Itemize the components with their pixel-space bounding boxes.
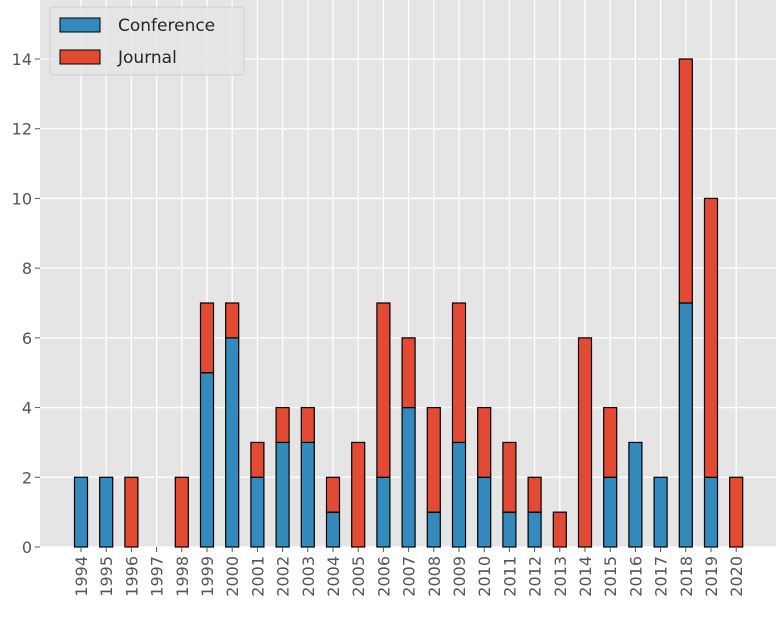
x-tick-label: 1995	[97, 556, 116, 597]
y-tick-label: 0	[22, 538, 32, 557]
bar-conference-2017	[653, 476, 668, 548]
y-tick-label: 10	[12, 189, 32, 208]
x-tick-label: 2013	[551, 556, 570, 597]
bar-conference-2008	[426, 511, 441, 548]
x-tick-label: 2007	[400, 556, 419, 597]
y-tick-label: 2	[22, 468, 32, 487]
bar-conference-2000	[225, 337, 240, 548]
y-tick-label: 8	[22, 259, 32, 278]
bar-journal-2006	[376, 302, 391, 478]
bar-conference-1995	[99, 476, 114, 548]
bars	[73, 58, 744, 548]
bar-journal-2019	[703, 197, 719, 478]
x-tick-label: 2009	[450, 556, 469, 597]
x-tick-label: 1997	[148, 556, 167, 597]
x-tick-label: 2015	[601, 556, 620, 597]
x-tick-label: 2006	[374, 556, 393, 597]
x-tick-label: 1996	[122, 556, 141, 597]
bar-journal-2014	[577, 337, 593, 548]
bar-conference-1999	[199, 372, 215, 548]
bar-conference-2012	[527, 511, 542, 548]
x-tick-label: 2003	[299, 556, 318, 597]
bar-journal-1999	[199, 302, 215, 374]
x-tick-label: 2001	[248, 556, 267, 597]
bar-conference-2010	[477, 476, 492, 548]
bar-journal-2013	[552, 511, 567, 548]
bar-journal-2018	[678, 58, 693, 304]
bar-conference-2011	[502, 511, 517, 548]
legend-swatch-conference	[59, 17, 101, 33]
axes: 0 2 4 6 8 10 12 14 1994 1995 1996 1997 1998 1999 2000 2…	[12, 50, 747, 597]
bar-conference-1994	[73, 476, 89, 548]
bar-conference-2001	[250, 476, 265, 548]
bar-journal-2011	[502, 441, 517, 513]
x-tick-label: 2020	[727, 556, 746, 597]
bar-journal-2004	[325, 476, 341, 513]
bar-conference-2009	[451, 441, 467, 548]
x-tick-label: 2002	[274, 556, 293, 597]
x-tick-label: 2018	[677, 556, 696, 597]
x-tick-label: 1999	[198, 556, 217, 597]
x-tick-label: 2012	[526, 556, 545, 597]
bar-conference-2015	[603, 476, 618, 548]
bar-journal-2001	[250, 441, 265, 478]
x-tick-label: 2019	[702, 556, 721, 597]
bar-conference-2018	[678, 302, 693, 548]
x-tick-label: 2011	[500, 556, 519, 597]
y-tick-label: 4	[22, 399, 32, 418]
x-tick-label: 2008	[425, 556, 444, 597]
bar-journal-1998	[174, 476, 189, 548]
bar-journal-2012	[527, 476, 542, 513]
bar-journal-2009	[451, 302, 467, 444]
bar-journal-2000	[225, 302, 240, 339]
bar-journal-2015	[603, 406, 618, 478]
bar-conference-2002	[275, 441, 290, 548]
x-tick-label: 1994	[72, 556, 91, 597]
bar-conference-2006	[376, 476, 391, 548]
y-tick-label: 14	[12, 50, 32, 69]
bar-conference-2019	[703, 476, 719, 548]
y-tick-label: 6	[22, 329, 32, 348]
x-tick-label: 1998	[173, 556, 192, 597]
bar-journal-2002	[275, 406, 290, 444]
bar-journal-2005	[351, 441, 366, 548]
x-tick-label: 2017	[652, 556, 671, 597]
bar-conference-2003	[300, 441, 315, 548]
legend-label-conference: Conference	[118, 16, 215, 36]
y-tick-label: 12	[12, 120, 32, 139]
legend-swatch-journal	[59, 49, 101, 65]
bar-journal-2003	[300, 406, 315, 444]
bar-conference-2004	[325, 511, 341, 548]
legend-label-journal: Journal	[117, 48, 177, 68]
bar-conference-2016	[628, 441, 643, 548]
bar-journal-2007	[401, 337, 416, 409]
bar-journal-2010	[477, 406, 492, 478]
bar-journal-1996	[124, 476, 139, 548]
bar-journal-2020	[729, 476, 744, 548]
x-tick-label: 2016	[626, 556, 645, 597]
x-tick-label: 2005	[349, 556, 368, 597]
x-tick-label: 2014	[576, 556, 595, 597]
legend: Conference Journal	[49, 6, 245, 76]
x-tick-label: 2010	[475, 556, 494, 597]
bar-conference-2007	[401, 406, 416, 548]
x-tick-label: 2000	[223, 556, 242, 597]
x-tick-label: 2004	[324, 556, 343, 597]
bar-journal-2008	[426, 406, 441, 513]
